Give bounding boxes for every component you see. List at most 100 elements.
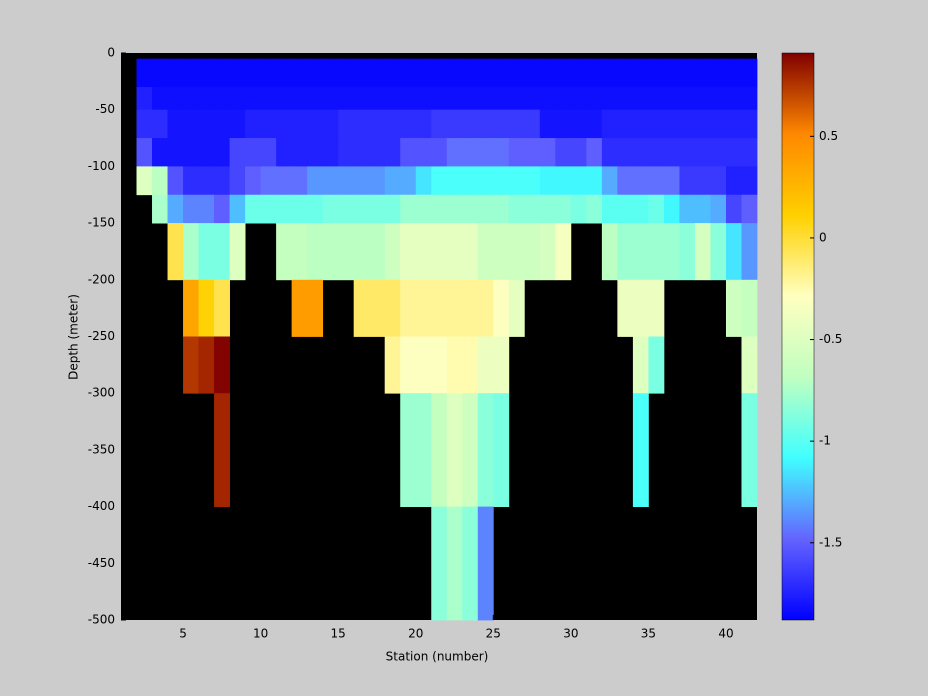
- heatmap-cell: [338, 138, 355, 167]
- heatmap-cell: [431, 506, 448, 621]
- heatmap-cell: [586, 138, 603, 167]
- heatmap-cell: [400, 223, 417, 281]
- heatmap-cell: [415, 393, 432, 507]
- heatmap-cell: [663, 194, 680, 224]
- heatmap-cell: [415, 58, 432, 88]
- heatmap-cell: [679, 138, 696, 167]
- x-tick-label: 20: [408, 627, 423, 641]
- heatmap-cell: [663, 87, 680, 111]
- heatmap-cell: [617, 138, 634, 167]
- heatmap-cell: [307, 223, 324, 281]
- y-tick-label: -450: [88, 556, 115, 570]
- x-tick-label: 15: [331, 627, 346, 641]
- heatmap-cell: [741, 166, 758, 196]
- heatmap-cell: [167, 87, 184, 111]
- heatmap-cell: [725, 194, 742, 224]
- heatmap-cell: [338, 166, 355, 196]
- heatmap-cell: [725, 138, 742, 167]
- heatmap-cell: [384, 336, 401, 394]
- heatmap-cell: [601, 194, 618, 224]
- heatmap-cell: [632, 109, 649, 139]
- heatmap-cell: [493, 336, 510, 394]
- heatmap-cell: [369, 138, 386, 167]
- heatmap-cell: [167, 58, 184, 88]
- heatmap-cell: [663, 166, 680, 196]
- heatmap-cell: [369, 109, 386, 139]
- heatmap-cell: [152, 87, 168, 111]
- heatmap-cell: [152, 58, 168, 88]
- heatmap-cell: [632, 393, 649, 507]
- heatmap-cell: [307, 166, 324, 196]
- heatmap-cell: [415, 279, 432, 337]
- heatmap-cell: [725, 166, 742, 196]
- heatmap-cell: [415, 166, 432, 196]
- colorbar-tick-label: 0: [819, 230, 827, 244]
- heatmap-cell: [694, 223, 711, 281]
- heatmap-cell: [400, 138, 417, 167]
- x-tick-label: 25: [486, 627, 501, 641]
- y-tick-label: -400: [88, 499, 115, 513]
- heatmap-cell: [493, 166, 510, 196]
- heatmap-cell: [710, 223, 727, 281]
- y-tick-label: -350: [88, 442, 115, 456]
- heatmap-cell: [663, 223, 680, 281]
- heatmap-cell: [462, 87, 479, 111]
- heatmap-cell: [741, 109, 758, 139]
- heatmap-cell: [276, 138, 293, 167]
- heatmap-cell: [601, 223, 618, 281]
- heatmap-cell: [338, 194, 355, 224]
- heatmap-cell: [694, 109, 711, 139]
- heatmap-cell: [214, 87, 230, 111]
- heatmap-cell: [229, 166, 246, 196]
- heatmap-cell: [152, 109, 168, 139]
- heatmap-cell: [710, 138, 727, 167]
- heatmap-cell: [198, 87, 215, 111]
- heatmap-cell: [648, 87, 665, 111]
- heatmap-cell: [446, 223, 463, 281]
- heatmap-cell: [694, 194, 711, 224]
- heatmap-cell: [741, 138, 758, 167]
- heatmap-cell: [508, 58, 525, 88]
- heatmap-cell: [586, 194, 603, 224]
- heatmap-cell: [353, 138, 370, 167]
- colorbar-tick-label: -1: [819, 434, 831, 448]
- colorbar: [781, 52, 815, 621]
- heatmap-cell: [431, 279, 448, 337]
- heatmap-cell: [679, 58, 696, 88]
- heatmap-cell: [648, 138, 665, 167]
- heatmap-cell: [431, 336, 448, 394]
- heatmap-cell: [710, 87, 727, 111]
- colorbar-tick-label: -1.5: [819, 535, 842, 549]
- y-tick-label: -100: [88, 159, 115, 173]
- heatmap-cell: [446, 109, 463, 139]
- heatmap-cell: [415, 194, 432, 224]
- heatmap-cell: [524, 138, 541, 167]
- heatmap-cell: [508, 279, 525, 337]
- heatmap-cell: [694, 166, 711, 196]
- heatmap-cell: [446, 87, 463, 111]
- heatmap-cell: [462, 506, 479, 621]
- heatmap-cell: [508, 223, 525, 281]
- y-tick-label: -300: [88, 386, 115, 400]
- heatmap-cell: [384, 279, 401, 337]
- heatmap-cell: [725, 58, 742, 88]
- heatmap-cell: [183, 336, 199, 394]
- heatmap-cell: [384, 87, 401, 111]
- heatmap-cell: [183, 223, 199, 281]
- heatmap-cell: [570, 166, 587, 196]
- heatmap-cell: [431, 87, 448, 111]
- y-tick-label: -200: [88, 272, 115, 286]
- heatmap-cell: [648, 279, 665, 337]
- heatmap-cell: [632, 194, 649, 224]
- heatmap-cell: [679, 109, 696, 139]
- heatmap-cell: [508, 138, 525, 167]
- heatmap-cell: [446, 279, 463, 337]
- heatmap-cell: [570, 138, 587, 167]
- heatmap-cell: [322, 138, 339, 167]
- heatmap-cell: [338, 58, 355, 88]
- heatmap-cell: [245, 194, 262, 224]
- heatmap-cell: [384, 58, 401, 88]
- heatmap-cell: [384, 138, 401, 167]
- heatmap-cell: [183, 194, 199, 224]
- heatmap-cell: [539, 109, 556, 139]
